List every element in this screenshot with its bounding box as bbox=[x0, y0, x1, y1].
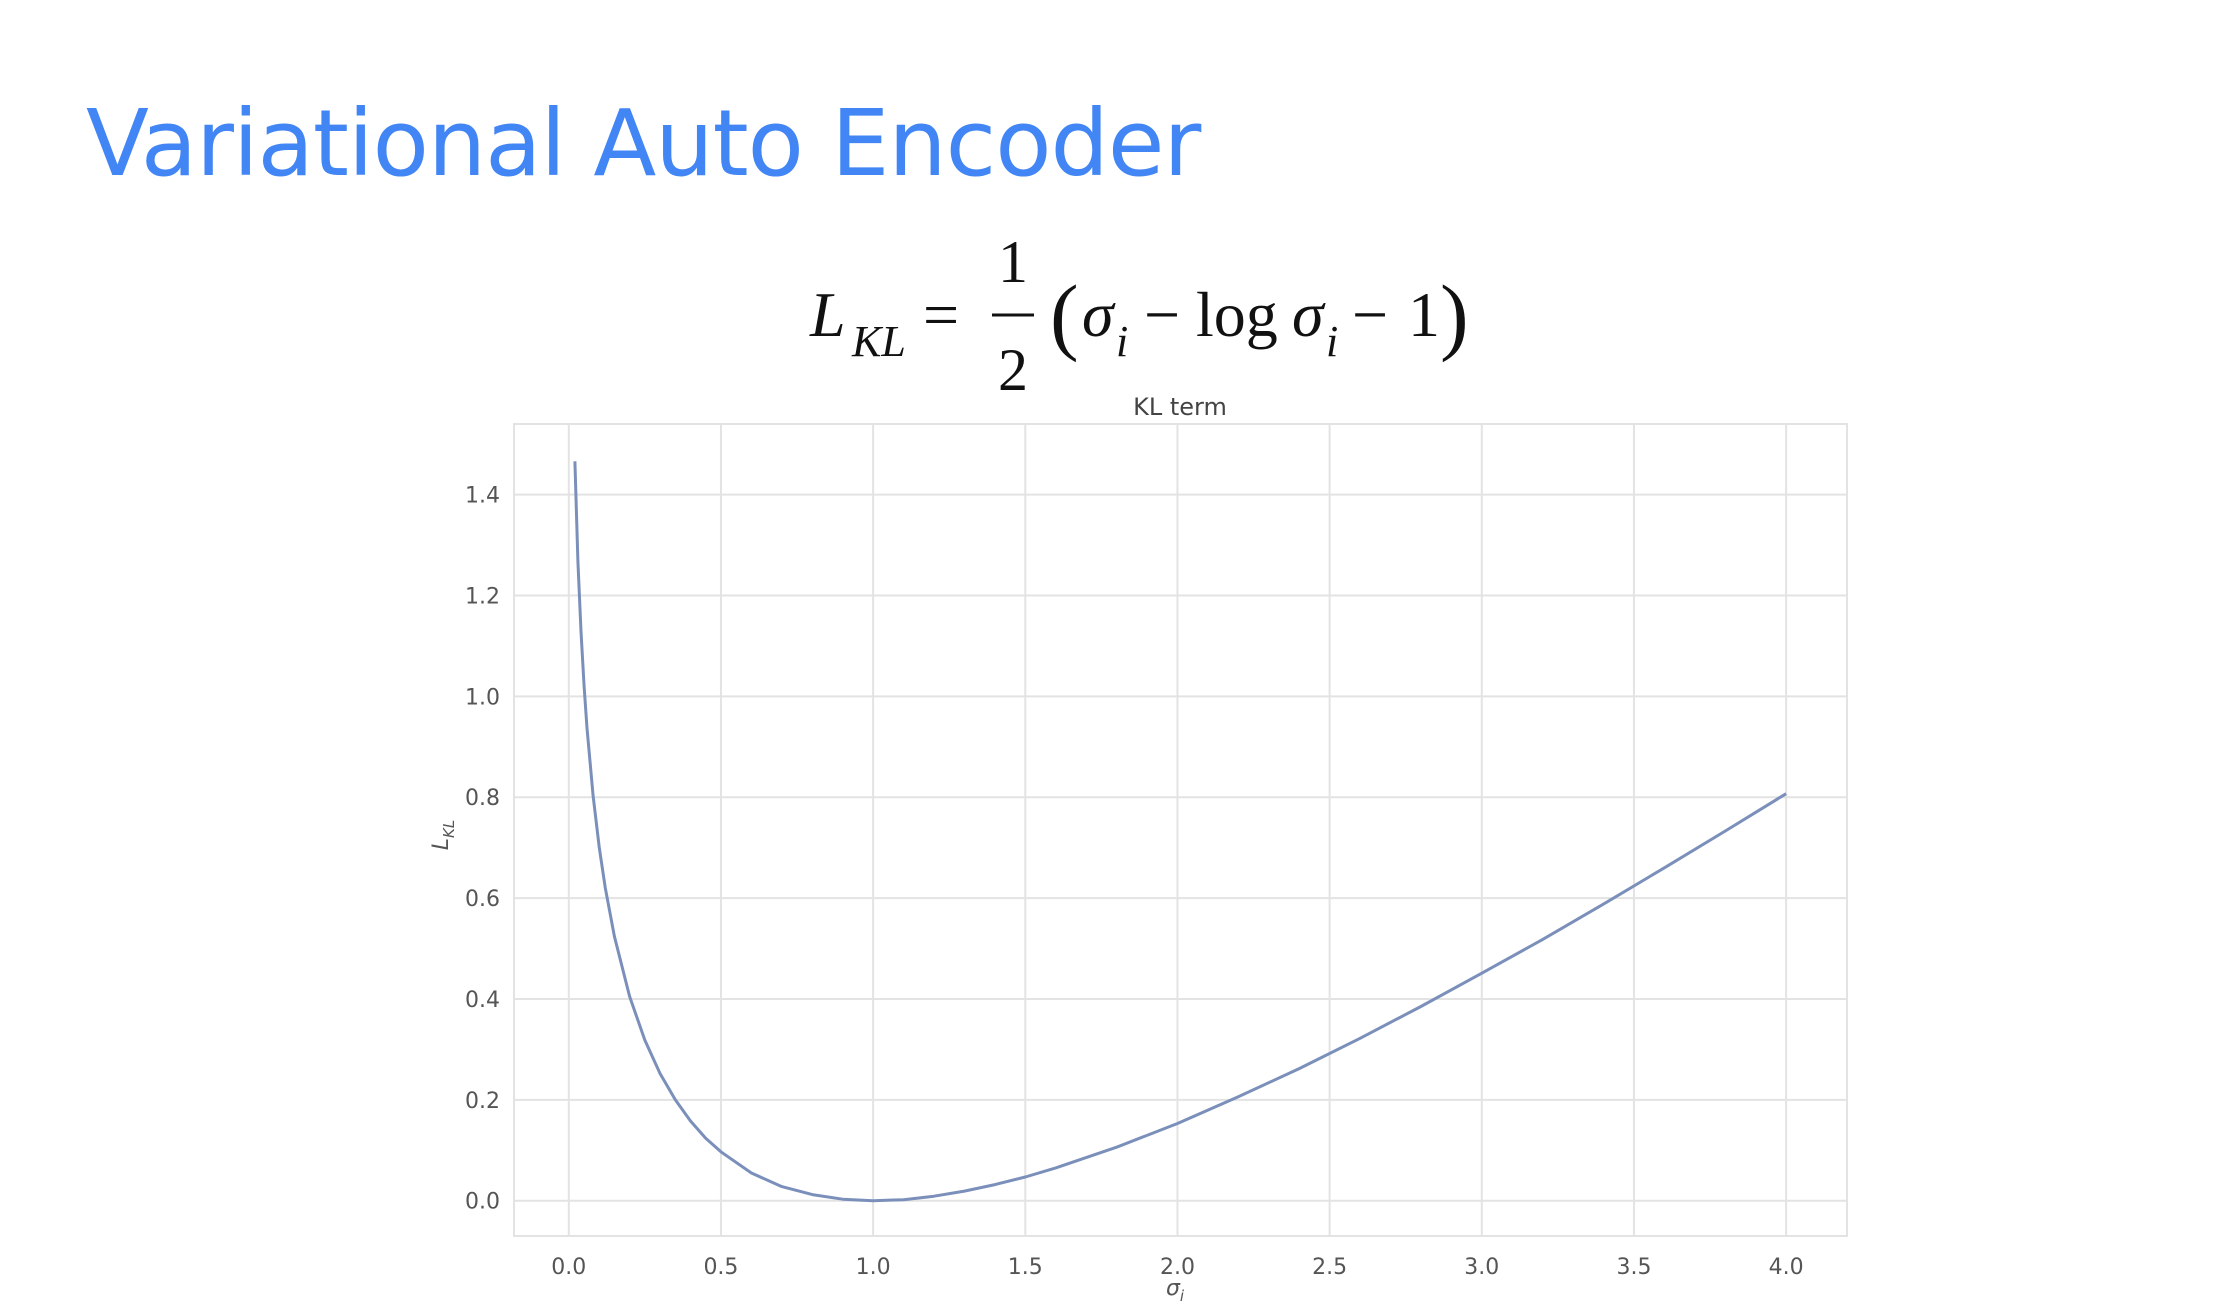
y-tick-label: 1.4 bbox=[465, 484, 500, 509]
plot-frame bbox=[513, 423, 1848, 1237]
x-tick-label: 1.5 bbox=[1008, 1255, 1043, 1280]
formula-subscript-2: i bbox=[1326, 317, 1338, 366]
x-axis-label-main: σ bbox=[1166, 1276, 1181, 1301]
formula-log: log bbox=[1196, 279, 1278, 350]
y-tick-label: 0.2 bbox=[465, 1089, 500, 1114]
x-axis-label-subscript: i bbox=[1180, 1287, 1185, 1305]
x-tick-label: 1.0 bbox=[856, 1255, 891, 1280]
y-tick-label: 0.0 bbox=[465, 1190, 500, 1215]
formula-sigma-2: σ bbox=[1292, 279, 1326, 350]
formula-close-paren: ) bbox=[1440, 267, 1469, 363]
x-tick-label: 3.0 bbox=[1464, 1255, 1499, 1280]
formula-denominator: 2 bbox=[998, 337, 1028, 403]
y-tick-label: 0.6 bbox=[465, 887, 500, 912]
formula-open-paren: ( bbox=[1050, 267, 1079, 363]
y-tick-label: 1.0 bbox=[465, 685, 500, 710]
x-tick-label: 0.0 bbox=[551, 1255, 586, 1280]
chart-title: KL term bbox=[1133, 393, 1227, 421]
y-tick-label: 0.8 bbox=[465, 786, 500, 811]
slide-title: Variational Auto Encoder bbox=[86, 90, 1201, 197]
x-tick-label: 3.5 bbox=[1616, 1255, 1651, 1280]
x-tick-label: 4.0 bbox=[1769, 1255, 1804, 1280]
kl-formula: L KL = 1 2 ( σ i − log σ i − 1 ) bbox=[809, 240, 1469, 403]
x-axis-label: σi bbox=[1166, 1276, 1185, 1305]
formula-numerator: 1 bbox=[998, 240, 1028, 295]
y-axis-label-subscript: KL bbox=[440, 820, 458, 838]
y-axis-label-main: L bbox=[429, 838, 454, 850]
y-axis-label: LKL bbox=[429, 820, 458, 850]
formula-one: 1 bbox=[1408, 279, 1440, 350]
formula-minus-2: − bbox=[1352, 279, 1388, 350]
y-tick-label: 1.2 bbox=[465, 584, 500, 609]
formula-equals: = bbox=[923, 279, 959, 350]
formula-sigma-1: σ bbox=[1082, 279, 1116, 350]
formula-subscript-1: i bbox=[1116, 317, 1128, 366]
kl-curve-line bbox=[573, 461, 1787, 1203]
x-tick-label: 2.0 bbox=[1160, 1255, 1195, 1280]
formula-lhs: L bbox=[809, 279, 846, 350]
formula-minus-1: − bbox=[1144, 279, 1180, 350]
x-tick-label: 2.5 bbox=[1312, 1255, 1347, 1280]
y-tick-label: 0.4 bbox=[465, 988, 500, 1013]
formula-lhs-subscript: KL bbox=[851, 317, 906, 366]
x-tick-label: 0.5 bbox=[703, 1255, 738, 1280]
